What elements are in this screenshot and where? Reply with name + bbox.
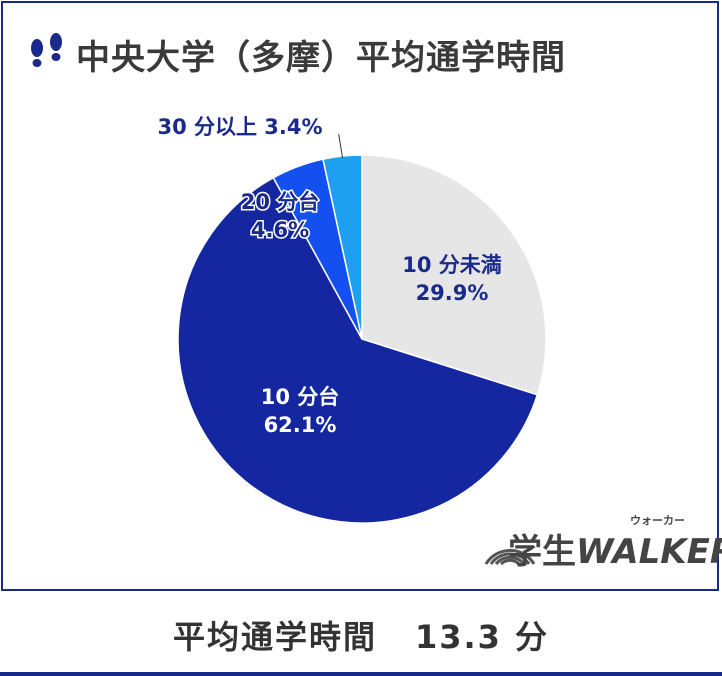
slice-label-2: 20 分台 xyxy=(241,190,320,214)
logo-kana: ウォーカー xyxy=(630,514,685,527)
slice-value-0: 29.9% xyxy=(416,281,489,305)
chart-title: 中央大学（多摩）平均通学時間 xyxy=(76,38,566,78)
title-row: 中央大学（多摩）平均通学時間 xyxy=(48,30,566,79)
logo-text: 学生WALKER xyxy=(508,524,722,573)
logo-en: WALKER xyxy=(576,532,722,572)
bottom-border xyxy=(0,672,722,676)
logo-jp: 学生 xyxy=(508,532,576,572)
footer-label: 平均通学時間 xyxy=(172,618,377,656)
footer-summary: 平均通学時間 13.3 分 xyxy=(0,592,722,676)
slice-label-3: 30 分以上 3.4% xyxy=(157,115,322,139)
slice-label-1: 10 分台 xyxy=(261,385,340,409)
gakusei-walker-logo: ウォーカー 学生WALKER xyxy=(480,512,722,574)
logo-arc-icon xyxy=(484,548,536,566)
footer-text: 平均通学時間 13.3 分 xyxy=(0,612,722,658)
leader-line-3 xyxy=(338,134,344,159)
pie-slice-0 xyxy=(361,154,547,396)
footer-value: 13.3 分 xyxy=(414,618,550,656)
slice-value-1: 62.1% xyxy=(264,413,337,437)
pie-chart: 10 分未満 29.9% 10 分台 62.1% 20 分台 4.6% 30 分以上 3.4… xyxy=(31,33,547,524)
footprints-icon xyxy=(31,33,62,67)
pie-labels: 10 分未満 29.9% 10 分台 62.1% 20 分台 4.6% 30 分以上 3.4… xyxy=(157,115,501,437)
pie-slice-1 xyxy=(177,176,539,524)
pie-slices xyxy=(177,154,547,524)
slice-value-2: 4.6% xyxy=(251,218,309,242)
slice-label-0: 10 分未満 xyxy=(402,253,502,277)
